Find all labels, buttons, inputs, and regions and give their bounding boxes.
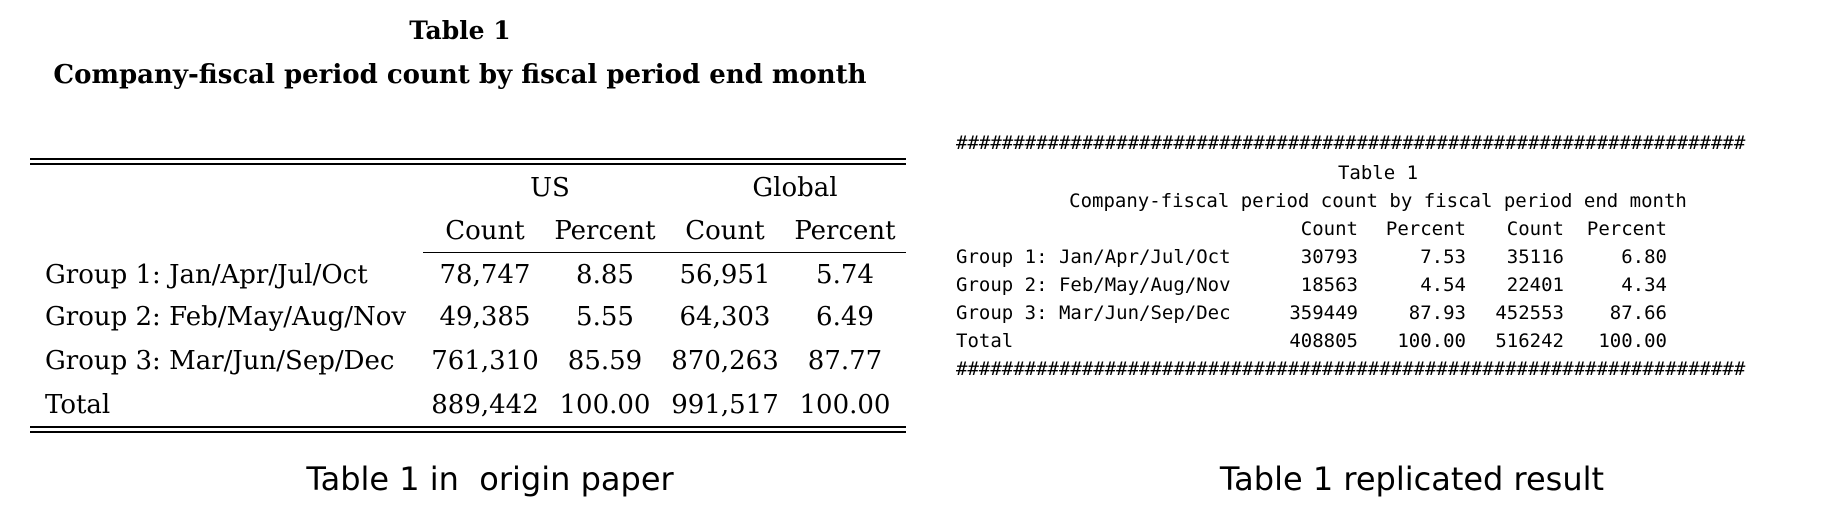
top-rule-1 xyxy=(30,158,906,160)
repl-cell: 87.66 xyxy=(1609,302,1667,324)
original-cell: 6.49 xyxy=(816,302,874,332)
replicated-table-label: Table 1 xyxy=(1337,162,1419,184)
repl-cell: 35116 xyxy=(1506,246,1564,268)
replicated-table-title: Company-fiscal period count by fiscal pe… xyxy=(1069,190,1687,212)
repl-col-header: Count xyxy=(1506,218,1564,240)
original-cell: 56,951 xyxy=(679,260,771,290)
original-cell: 761,310 xyxy=(431,346,539,376)
repl-cell: 7.53 xyxy=(1420,246,1466,268)
repl-cell: 18563 xyxy=(1300,274,1358,296)
original-cell: 991,517 xyxy=(671,390,779,420)
original-row-label: Group 1: Jan/Apr/Jul/Oct xyxy=(45,260,368,290)
original-caption: Table 1 in origin paper xyxy=(306,460,674,498)
repl-row-label: Group 1: Jan/Apr/Jul/Oct xyxy=(956,246,1231,268)
col-header-global-count: Count xyxy=(685,216,765,246)
repl-col-header: Count xyxy=(1300,218,1358,240)
col-header-global-percent: Percent xyxy=(794,216,896,246)
col-header-us-percent: Percent xyxy=(554,216,656,246)
original-cell: 49,385 xyxy=(439,302,531,332)
group-header-global: Global xyxy=(752,173,838,203)
repl-cell: 100.00 xyxy=(1397,330,1466,352)
repl-row-label: Group 3: Mar/Jun/Sep/Dec xyxy=(956,302,1231,324)
original-cell: 78,747 xyxy=(439,260,531,290)
original-row-label: Total xyxy=(45,390,111,420)
header-subrule xyxy=(423,252,906,253)
original-table-title: Company-fiscal period count by fiscal pe… xyxy=(53,60,867,90)
original-cell: 100.00 xyxy=(799,390,891,420)
replicated-caption: Table 1 replicated result xyxy=(1219,460,1605,498)
replicated-table-panel: ########################################… xyxy=(948,0,1824,525)
original-cell: 870,263 xyxy=(671,346,779,376)
repl-cell: 100.00 xyxy=(1598,330,1667,352)
separator-bottom: ########################################… xyxy=(956,358,1746,380)
repl-cell: 359449 xyxy=(1289,302,1358,324)
repl-cell: 516242 xyxy=(1495,330,1564,352)
separator-top: ########################################… xyxy=(956,132,1746,154)
top-rule-2 xyxy=(30,163,906,165)
repl-cell: 30793 xyxy=(1300,246,1358,268)
original-cell: 5.74 xyxy=(816,260,874,290)
col-header-us-count: Count xyxy=(445,216,525,246)
original-cell: 64,303 xyxy=(679,302,771,332)
repl-cell: 4.34 xyxy=(1621,274,1667,296)
original-cell: 5.55 xyxy=(576,302,634,332)
original-row-label: Group 3: Mar/Jun/Sep/Dec xyxy=(45,346,395,376)
original-cell: 889,442 xyxy=(431,390,539,420)
original-row-label: Group 2: Feb/May/Aug/Nov xyxy=(45,302,407,332)
original-cell: 100.00 xyxy=(559,390,651,420)
bottom-rule-1 xyxy=(30,426,906,428)
original-cell: 87.77 xyxy=(807,346,883,376)
repl-row-label: Total xyxy=(956,330,1014,352)
repl-row-label: Group 2: Feb/May/Aug/Nov xyxy=(956,274,1231,296)
repl-cell: 452553 xyxy=(1495,302,1564,324)
repl-cell: 4.54 xyxy=(1420,274,1466,296)
repl-cell: 6.80 xyxy=(1621,246,1667,268)
original-table-label: Table 1 xyxy=(409,16,511,45)
repl-cell: 87.93 xyxy=(1408,302,1466,324)
original-cell: 8.85 xyxy=(576,260,634,290)
repl-col-header: Percent xyxy=(1586,218,1667,240)
bottom-rule-2 xyxy=(30,431,906,433)
repl-col-header: Percent xyxy=(1385,218,1466,240)
group-header-us: US xyxy=(530,173,570,203)
repl-cell: 22401 xyxy=(1506,274,1564,296)
repl-cell: 408805 xyxy=(1289,330,1358,352)
original-table-panel: Table 1 Company-fiscal period count by f… xyxy=(30,16,906,433)
original-cell: 85.59 xyxy=(567,346,643,376)
